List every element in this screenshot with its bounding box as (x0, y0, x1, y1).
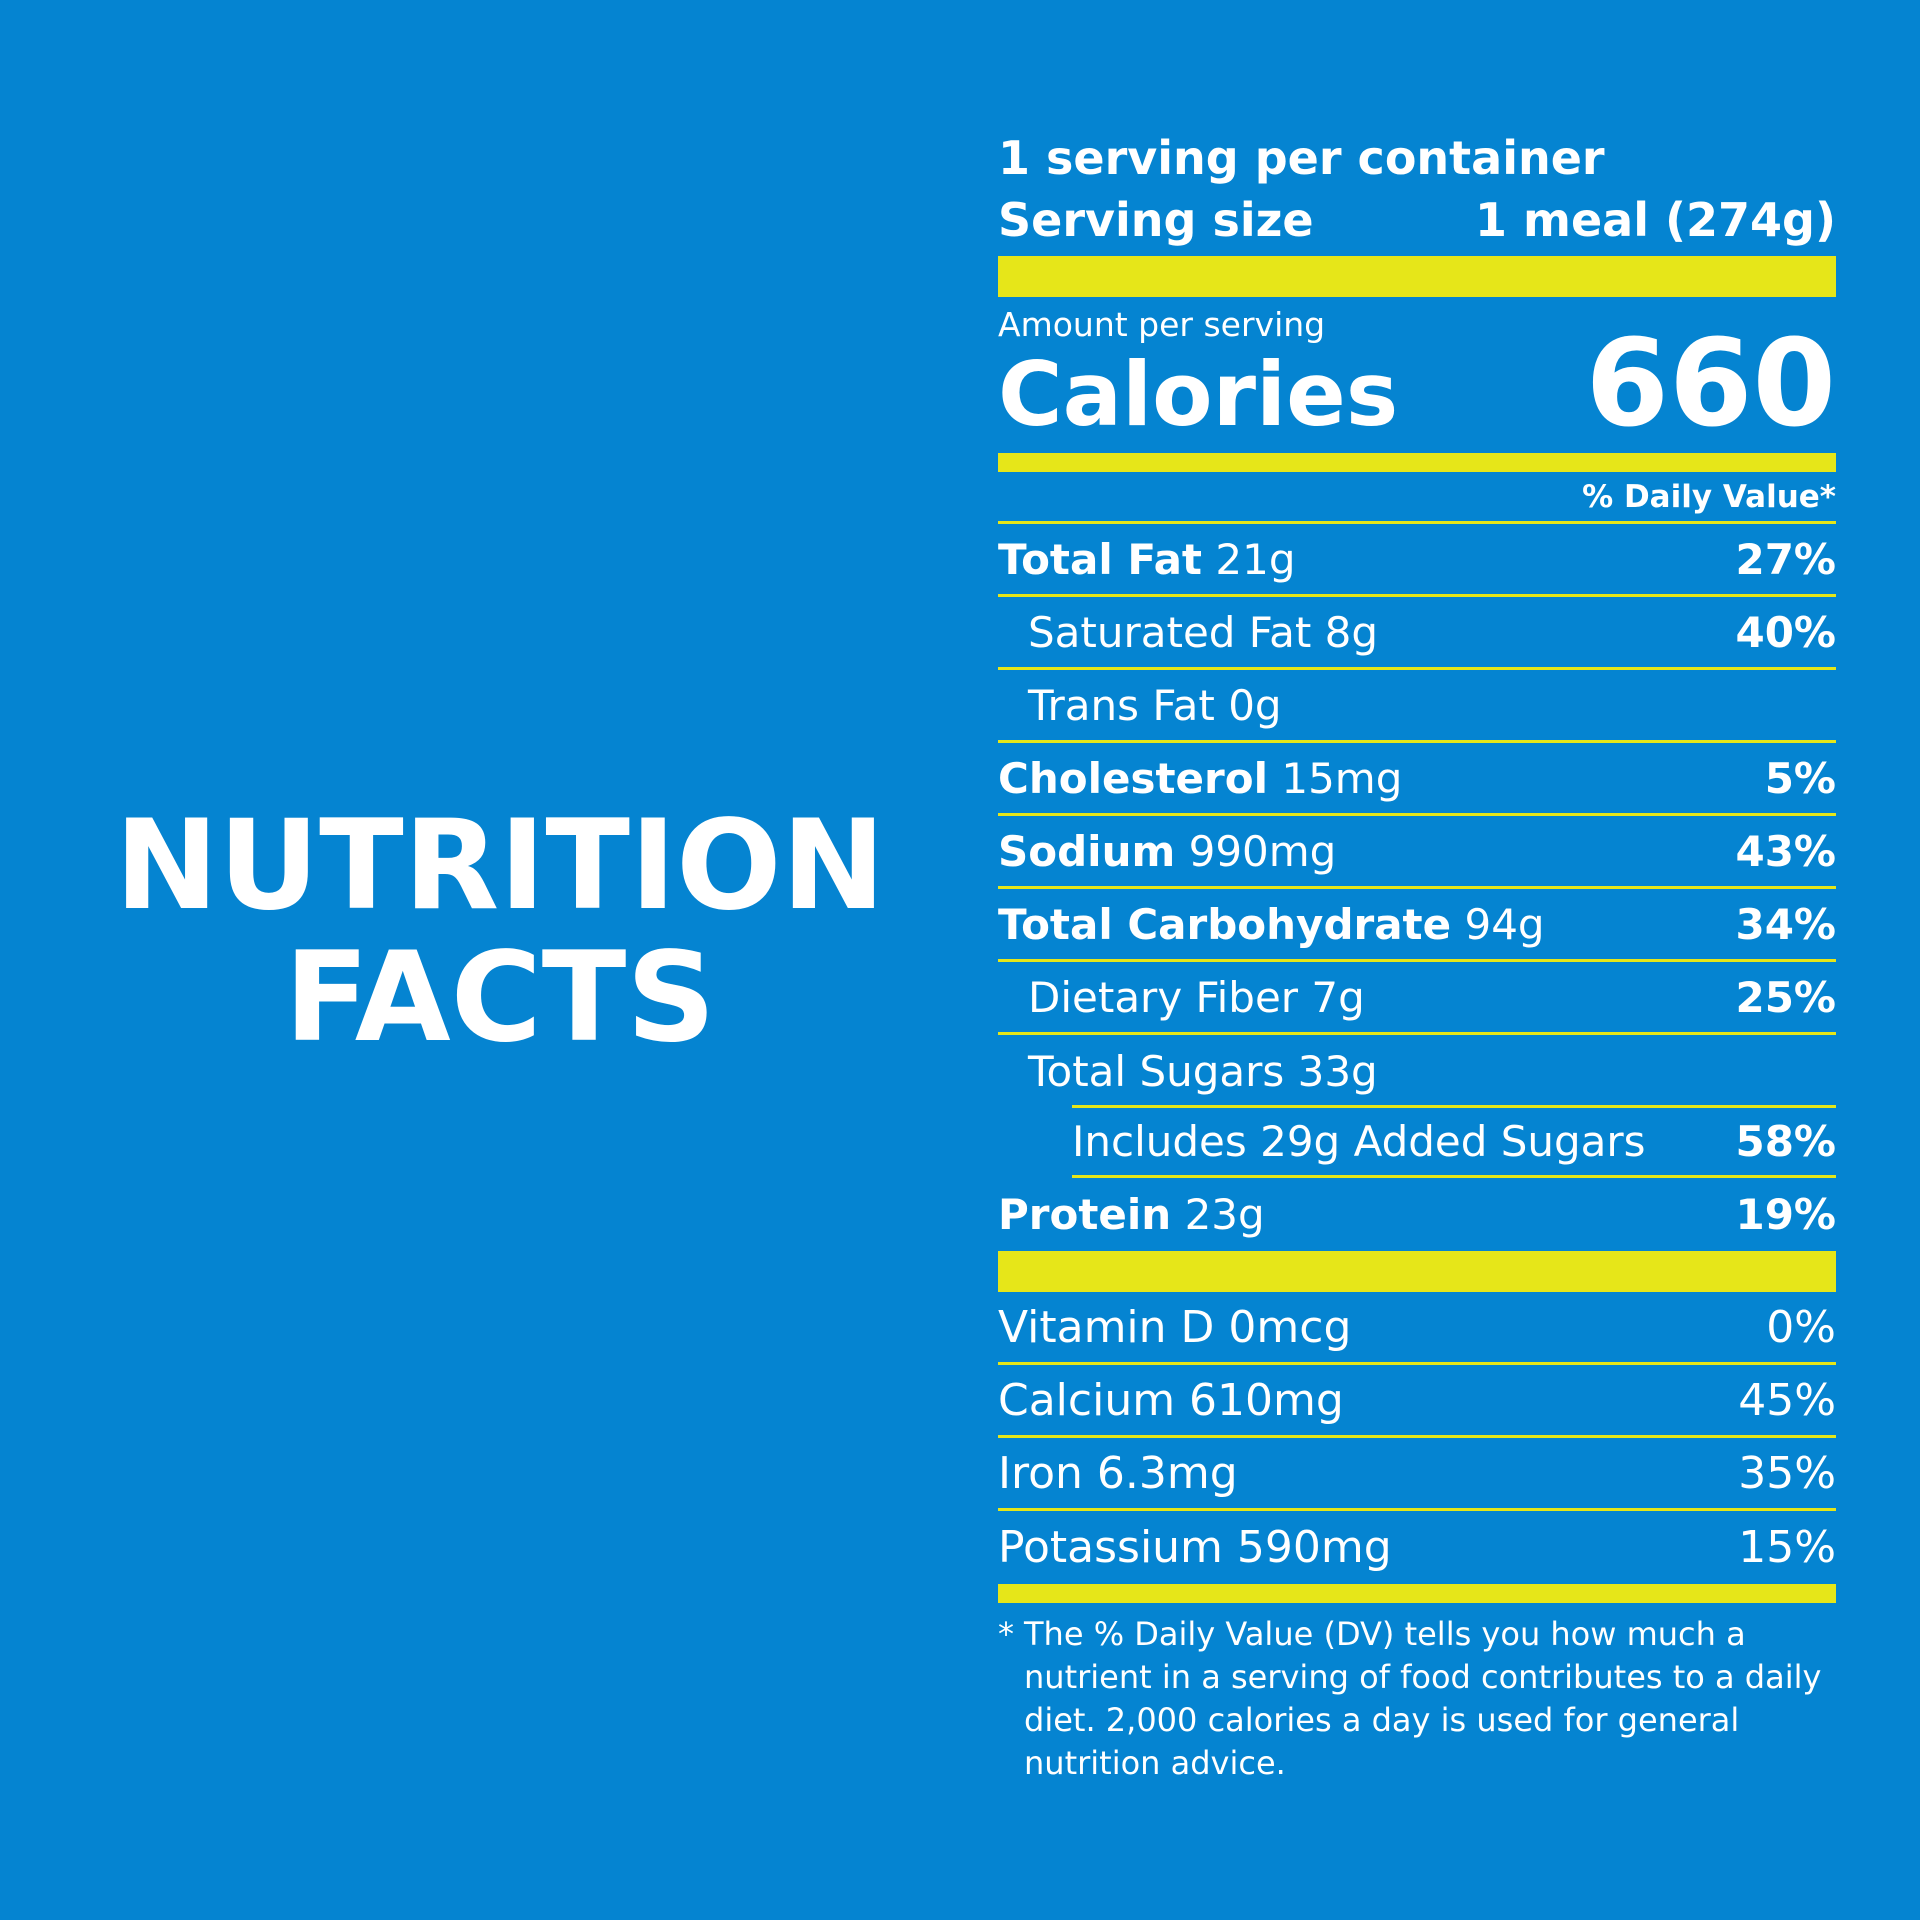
nutrient-dv: 19% (1735, 1190, 1836, 1239)
headline: NUTRITION FACTS (0, 800, 1000, 1064)
vitamin-name: Iron 6.3mg (998, 1447, 1238, 1499)
vitamin-row-calcium: Calcium 610mg 45% (998, 1365, 1836, 1438)
nutrient-name: Cholesterol 15mg (998, 753, 1403, 803)
serving-size-row: Serving size 1 meal (274g) (998, 190, 1836, 256)
nutrient-row-total-fat: Total Fat 21g 27% (998, 524, 1836, 597)
serving-size-label: Serving size (998, 193, 1314, 247)
nutrient-name: Total Fat 21g (998, 534, 1296, 584)
nutrient-name: Trans Fat 0g (1028, 680, 1282, 730)
nutrient-name: Total Carbohydrate 94g (998, 899, 1545, 949)
daily-value-header: % Daily Value* (998, 472, 1836, 524)
divider-medium (998, 1584, 1836, 1603)
vitamin-row-iron: Iron 6.3mg 35% (998, 1438, 1836, 1511)
vitamin-name: Calcium 610mg (998, 1374, 1344, 1426)
nutrient-row-protein: Protein 23g 19% (998, 1178, 1836, 1251)
calories-label: Calories (998, 343, 1399, 446)
vitamin-dv: 45% (1738, 1374, 1836, 1426)
calories-row: Calories 660 (998, 325, 1836, 446)
vitamin-dv: 35% (1738, 1447, 1836, 1499)
vitamin-row-potassium: Potassium 590mg 15% (998, 1511, 1836, 1584)
vitamin-dv: 15% (1738, 1522, 1836, 1573)
nutrient-row-saturated-fat: Saturated Fat 8g 40% (998, 597, 1836, 670)
nutrient-name: Saturated Fat 8g (1028, 607, 1379, 657)
divider-thick (998, 256, 1836, 297)
serving-size-value: 1 meal (274g) (1475, 193, 1836, 247)
nutrient-dv: 34% (1735, 899, 1836, 949)
nutrient-name: Includes 29g Added Sugars (1072, 1117, 1646, 1166)
calories-value: 660 (1585, 315, 1837, 454)
vitamin-name: Vitamin D 0mcg (998, 1301, 1352, 1353)
nutrient-row-sodium: Sodium 990mg 43% (998, 816, 1836, 889)
nutrient-name: Protein 23g (998, 1190, 1265, 1239)
nutrient-row-total-sugars: Total Sugars 33g (998, 1035, 1836, 1108)
nutrient-name: Dietary Fiber 7g (1028, 972, 1365, 1022)
footnote-asterisk: * (998, 1615, 1014, 1653)
nutrient-dv: 25% (1735, 972, 1836, 1022)
headline-line-2: FACTS (284, 926, 716, 1070)
amount-per-serving: Amount per serving (998, 305, 1326, 344)
nutrient-dv: 58% (1735, 1117, 1836, 1166)
nutrient-row-dietary-fiber: Dietary Fiber 7g 25% (998, 962, 1836, 1035)
nutrient-row-total-carbohydrate: Total Carbohydrate 94g 34% (998, 889, 1836, 962)
nutrient-dv: 40% (1735, 607, 1836, 657)
headline-line-1: NUTRITION (114, 794, 886, 938)
nutrition-label: 1 serving per container Serving size 1 m… (998, 128, 1836, 1785)
nutrient-row-added-sugars: Includes 29g Added Sugars 58% (1072, 1105, 1836, 1178)
servings-per-container: 1 serving per container (998, 131, 1605, 185)
vitamin-row-vitamin-d: Vitamin D 0mcg 0% (998, 1292, 1836, 1365)
vitamin-dv: 0% (1766, 1301, 1836, 1353)
footnote: * The % Daily Value (DV) tells you how m… (998, 1613, 1836, 1785)
nutrient-name: Sodium 990mg (998, 826, 1337, 876)
nutrient-row-cholesterol: Cholesterol 15mg 5% (998, 743, 1836, 816)
vitamin-name: Potassium 590mg (998, 1522, 1392, 1573)
nutrient-dv: 27% (1735, 534, 1836, 584)
divider-medium (998, 453, 1836, 472)
nutrient-dv: 5% (1764, 753, 1836, 803)
nutrient-row-trans-fat: Trans Fat 0g (998, 670, 1836, 743)
divider-thick (998, 1251, 1836, 1292)
footnote-text: The % Daily Value (DV) tells you how muc… (1024, 1615, 1822, 1782)
nutrient-name: Total Sugars 33g (1028, 1047, 1378, 1096)
nutrient-dv: 43% (1735, 826, 1836, 876)
